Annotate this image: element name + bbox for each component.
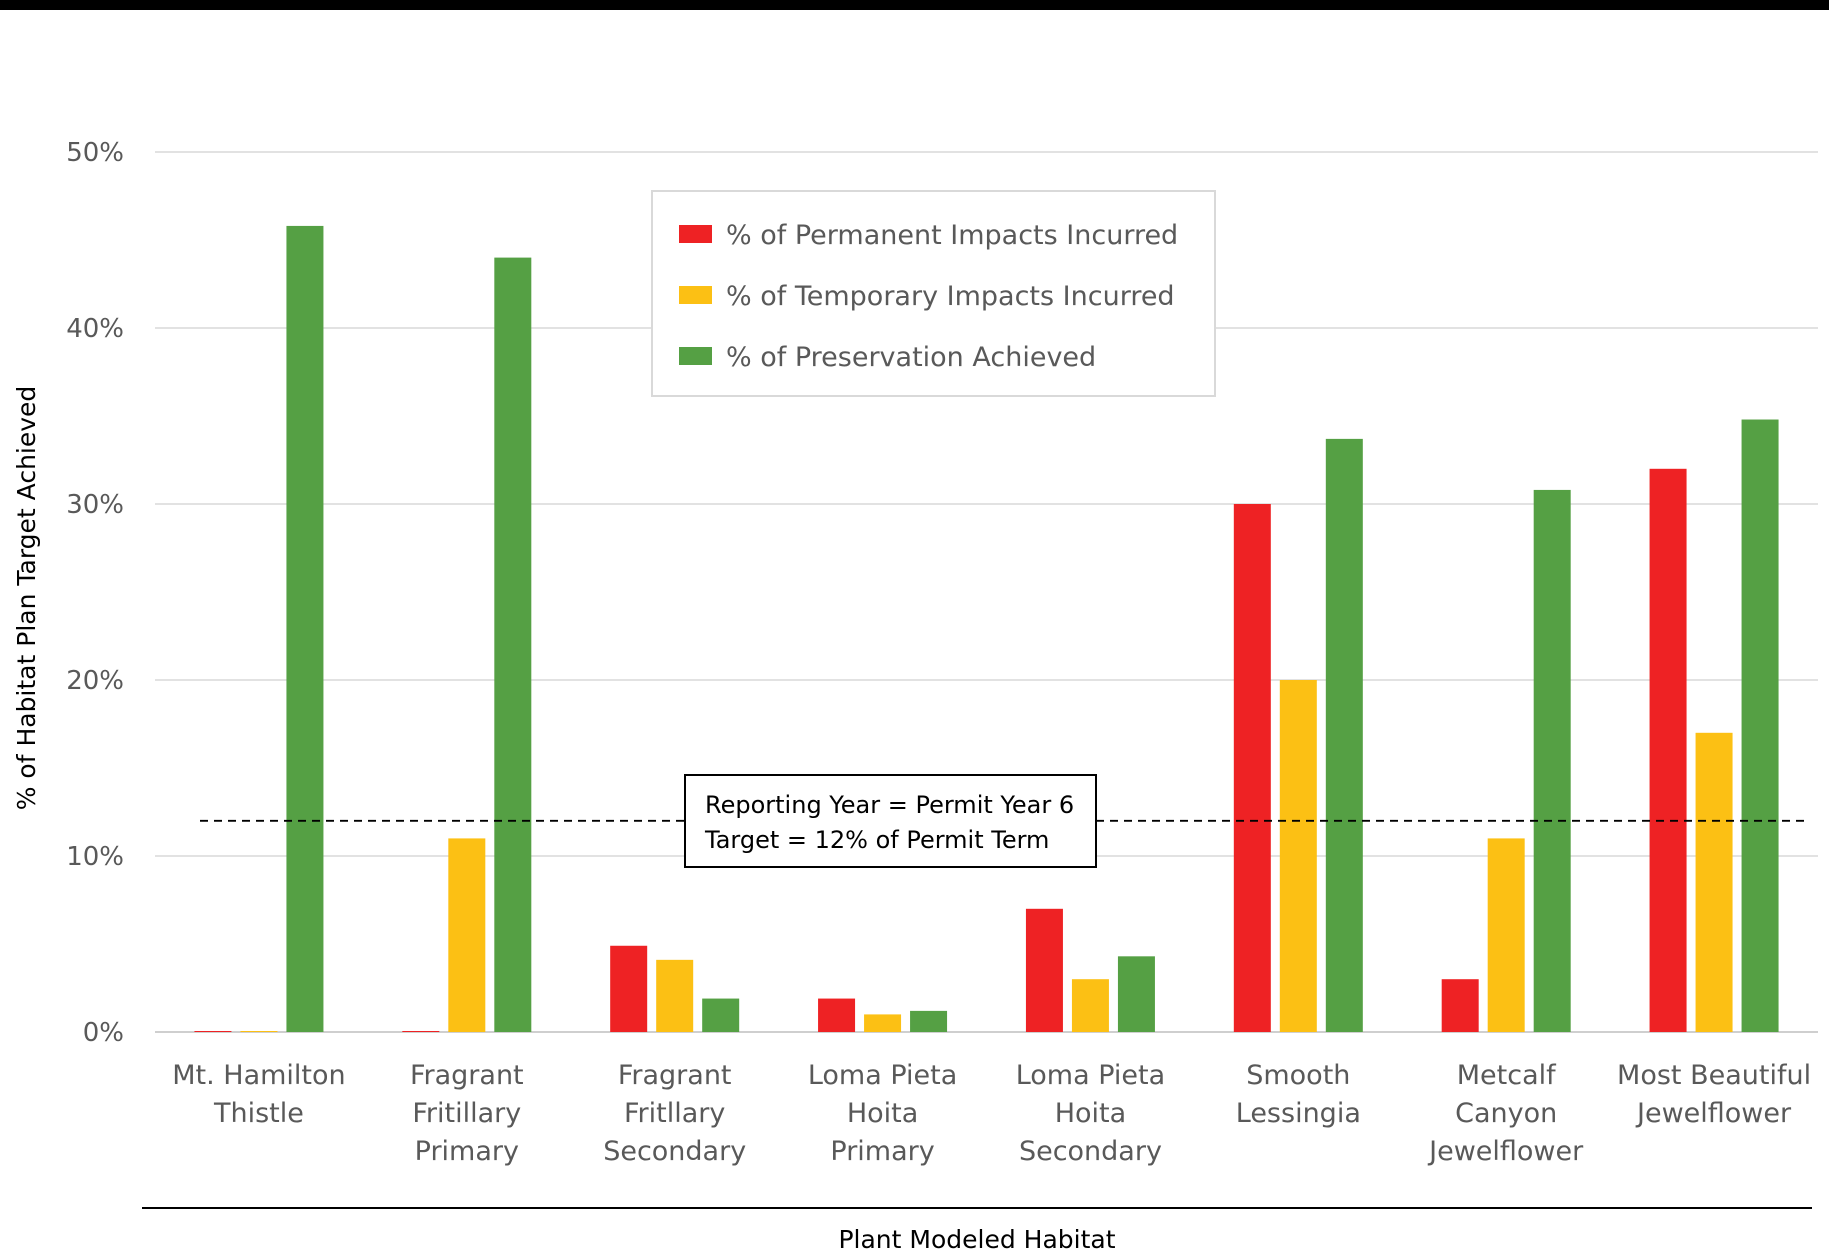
bar-permanent — [610, 945, 648, 1032]
bar-preservation — [286, 225, 324, 1033]
top-border-bar — [0, 0, 1829, 10]
legend-swatch — [679, 225, 712, 243]
x-category-label: Fragrant — [410, 1060, 524, 1091]
x-category-label: Secondary — [603, 1136, 746, 1167]
bar-permanent — [1025, 908, 1063, 1032]
bar-preservation — [1533, 489, 1571, 1032]
x-category-label: Jewelflower — [1635, 1098, 1792, 1129]
bar-preservation — [702, 998, 740, 1032]
bar-permanent — [194, 1031, 232, 1032]
annotation-line-2: Target = 12% of Permit Term — [704, 826, 1049, 854]
bar-preservation — [1325, 438, 1363, 1032]
bar-preservation — [1741, 419, 1779, 1032]
bar-temporary — [448, 838, 486, 1032]
bar-permanent — [1441, 979, 1479, 1032]
x-category-label: Secondary — [1019, 1136, 1162, 1167]
legend-label: % of Preservation Achieved — [726, 342, 1096, 373]
x-category-label: Most Beautiful — [1617, 1060, 1811, 1091]
x-category-label: Fritillary — [412, 1098, 521, 1129]
x-category-label: Smooth — [1246, 1060, 1350, 1091]
x-category-label: Hoita — [847, 1098, 918, 1129]
legend: % of Permanent Impacts Incurred % of Temp… — [651, 190, 1216, 397]
bar-temporary — [1279, 680, 1317, 1032]
x-axis-categories: Mt. Hamilton Thistle Fragrant Fritillary Pri… — [172, 1060, 1811, 1167]
bar-permanent — [402, 1031, 440, 1032]
bar-preservation — [494, 257, 532, 1033]
y-axis-ticks: 0% 10% 20% 30% 40% 50% — [66, 138, 124, 1048]
legend-box — [651, 190, 1216, 397]
y-tick-label: 20% — [66, 666, 124, 696]
y-tick-label: 10% — [66, 842, 124, 872]
bar-temporary — [656, 959, 694, 1032]
bar-temporary — [1487, 838, 1525, 1032]
bar-preservation — [1117, 956, 1155, 1032]
legend-swatch — [679, 347, 712, 365]
x-category-label: Primary — [415, 1136, 519, 1167]
y-tick-label: 50% — [66, 138, 124, 168]
x-category-label: Loma Pieta — [1016, 1060, 1165, 1091]
annotation-box — [684, 774, 1097, 868]
x-category-label: Hoita — [1055, 1098, 1126, 1129]
bar-permanent — [818, 998, 856, 1032]
bar-temporary — [1071, 979, 1109, 1032]
x-category-label: Lessingia — [1236, 1098, 1361, 1129]
x-category-label: Fritllary — [624, 1098, 725, 1129]
legend-label: % of Temporary Impacts Incurred — [726, 281, 1175, 312]
bar-temporary — [1695, 732, 1733, 1032]
bars — [194, 225, 1779, 1033]
y-axis-title: % of Habitat Plan Target Achieved — [12, 386, 41, 811]
legend-label: % of Permanent Impacts Incurred — [726, 220, 1178, 251]
x-category-label: Jewelflower — [1427, 1136, 1584, 1167]
annotation-line-1: Reporting Year = Permit Year 6 — [705, 791, 1074, 819]
x-category-label: Mt. Hamilton — [172, 1060, 345, 1091]
x-category-label: Fragrant — [618, 1060, 732, 1091]
bar-temporary — [864, 1014, 902, 1032]
y-tick-label: 0% — [83, 1018, 124, 1048]
x-category-label: Metcalf — [1457, 1060, 1557, 1091]
bar-permanent — [1649, 468, 1687, 1032]
y-tick-label: 40% — [66, 314, 124, 344]
y-tick-label: 30% — [66, 490, 124, 520]
bar-permanent — [1233, 504, 1271, 1032]
legend-swatch — [679, 286, 712, 304]
target-annotation: Reporting Year = Permit Year 6 Target = … — [684, 774, 1097, 868]
bar-preservation — [910, 1010, 948, 1032]
x-category-label: Loma Pieta — [808, 1060, 957, 1091]
x-category-label: Primary — [830, 1136, 934, 1167]
x-category-label: Canyon — [1455, 1098, 1557, 1129]
x-axis-title: Plant Modeled Habitat — [838, 1225, 1115, 1254]
x-category-label: Thistle — [213, 1098, 304, 1129]
bar-temporary — [240, 1031, 278, 1032]
